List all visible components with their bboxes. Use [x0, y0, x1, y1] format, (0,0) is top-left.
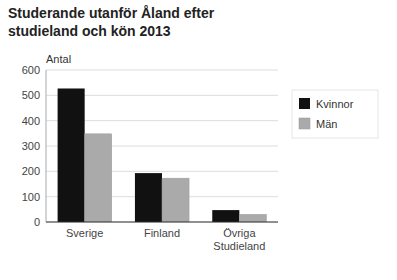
y-tick-label: 400 [22, 115, 40, 127]
y-tick-label: 200 [22, 165, 40, 177]
chart: Studerande utanför Åland efterstudieland… [0, 0, 397, 280]
legend-swatch [299, 118, 310, 129]
legend: Kvinnor Män [292, 90, 378, 138]
bar [85, 134, 112, 222]
bar [239, 214, 266, 222]
y-tick-label: 0 [34, 216, 40, 228]
title: Studerande utanför Åland efterstudieland… [8, 5, 215, 39]
background [0, 0, 397, 280]
x-tick-label: Finland [144, 227, 180, 239]
y-tick-label: 500 [22, 89, 40, 101]
y-axis-line [46, 70, 47, 222]
legend-label: Kvinnor [316, 98, 354, 110]
legend-swatch [299, 98, 310, 109]
y-axis-label: Antal [46, 53, 71, 65]
y-tick-label: 600 [22, 64, 40, 76]
legend-frame [292, 90, 378, 138]
bar [58, 88, 85, 222]
x-tick-label: ÖvrigaStudieland [213, 227, 265, 252]
grid-line [46, 222, 278, 223]
y-tick-label: 100 [22, 191, 40, 203]
y-tick-label: 300 [22, 140, 40, 152]
grid [46, 70, 278, 222]
grid-line [46, 70, 278, 71]
x-axis-line [46, 222, 278, 223]
legend-label: Män [316, 118, 337, 130]
chart-container: Studerande utanför Åland efterstudieland… [0, 0, 397, 280]
bar [162, 178, 189, 222]
bar [135, 173, 162, 222]
x-tick-label: Sverige [66, 227, 103, 239]
bar [212, 210, 239, 222]
bars [58, 88, 267, 222]
y-axis: 0 100 200 300 400 500 600 [22, 64, 40, 228]
x-axis: Sverige Finland ÖvrigaStudieland [66, 227, 265, 252]
